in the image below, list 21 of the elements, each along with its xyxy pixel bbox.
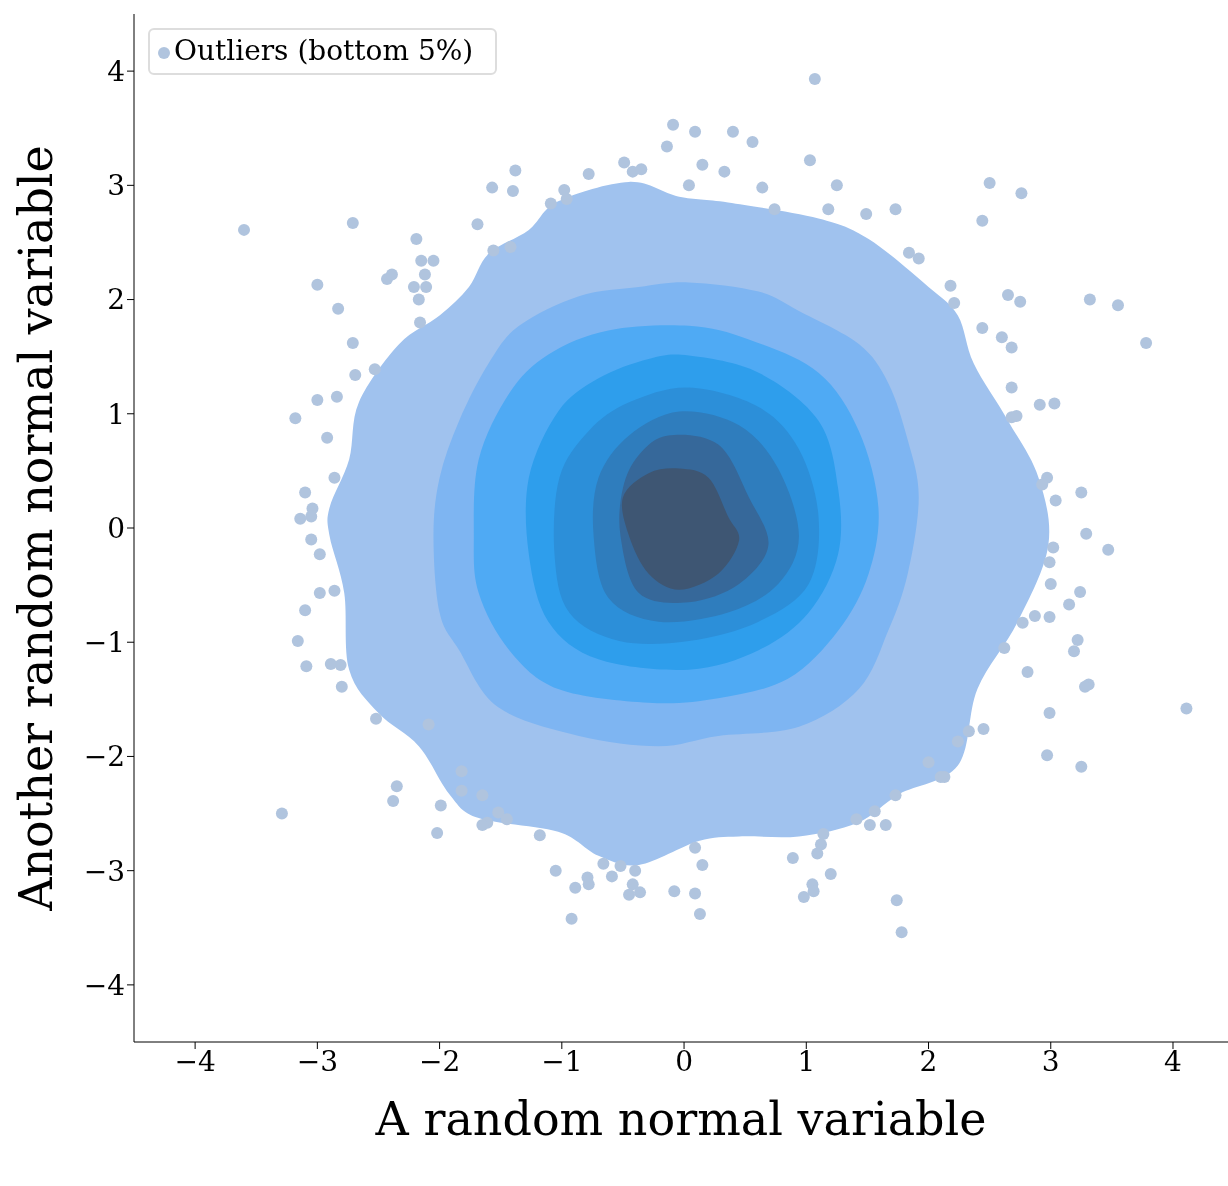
y-tick-label: 3 xyxy=(107,169,125,203)
y-tick-label: −2 xyxy=(83,740,125,774)
x-tick-label: −4 xyxy=(174,1044,216,1078)
x-tick-label: −1 xyxy=(541,1044,583,1078)
y-tick-label: −4 xyxy=(83,968,125,1002)
x-tick-label: −2 xyxy=(418,1044,461,1078)
legend-label: Outliers (bottom 5%) xyxy=(174,34,474,67)
y-axis-title: Another random normal variable xyxy=(9,145,63,912)
x-tick-label: 1 xyxy=(797,1044,816,1078)
y-tick-label: 2 xyxy=(107,283,125,317)
y-tick-label: −1 xyxy=(83,626,125,660)
x-tick-label: 4 xyxy=(1164,1044,1182,1078)
x-tick-label: 2 xyxy=(919,1044,938,1078)
y-tick-label: 4 xyxy=(107,55,125,89)
x-tick-label: 3 xyxy=(1041,1044,1060,1078)
x-tick-label: −3 xyxy=(296,1044,338,1078)
x-axis-title: A random normal variable xyxy=(374,1092,987,1146)
x-tick-label: 0 xyxy=(675,1044,693,1078)
y-tick-label: 1 xyxy=(107,397,125,431)
y-tick-label: 0 xyxy=(107,511,125,545)
y-tick-label: −3 xyxy=(83,854,125,888)
